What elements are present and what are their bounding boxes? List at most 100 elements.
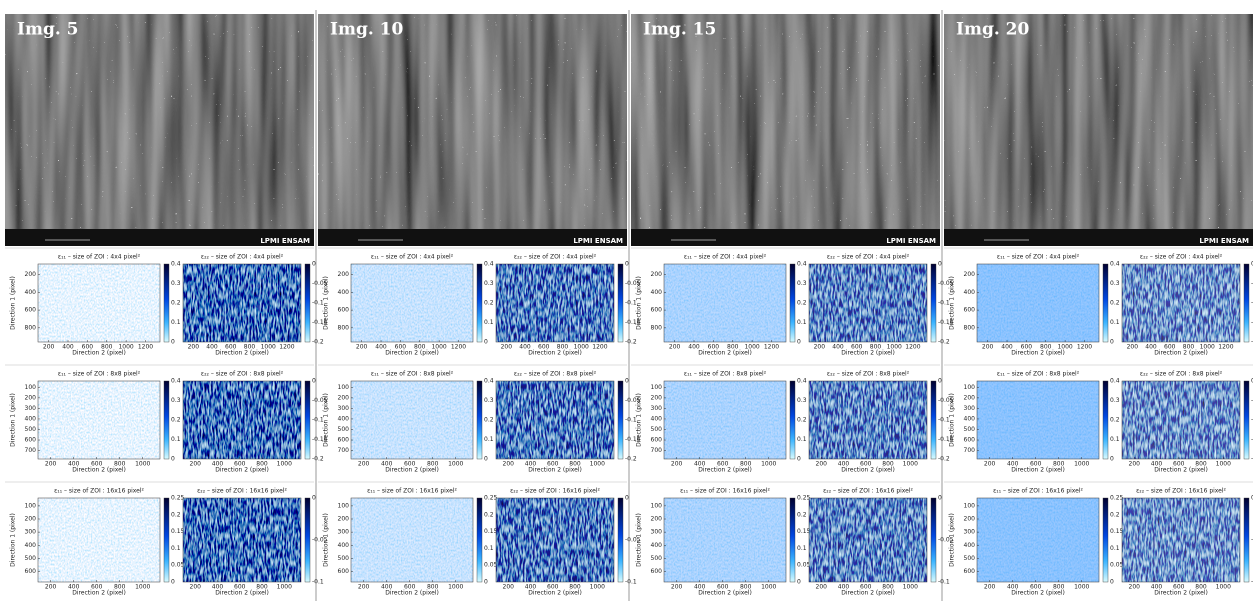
map-frame (1121, 263, 1241, 343)
colorbar-label: 0 (484, 339, 488, 346)
x-tick-label: 400 (525, 584, 537, 591)
y-tick-label: 800 (25, 324, 37, 331)
colorbar (617, 263, 624, 343)
x-tick-label: 800 (114, 461, 126, 468)
x-tick-label: 200 (356, 344, 368, 351)
y-tick-label: 300 (338, 529, 350, 536)
y-tick-label: 500 (651, 555, 663, 562)
x-tick-label: 400 (688, 344, 700, 351)
strain-map-tint (496, 381, 614, 459)
y-tick-label: 100 (338, 384, 350, 391)
y-tick-label: 600 (651, 437, 663, 444)
strain-map (496, 498, 614, 582)
colorbar-label: 0.4 (171, 261, 181, 268)
x-tick-label: 1200 (764, 344, 779, 351)
colorbar-label: -0.2 (938, 339, 950, 346)
colorbar-label: 0 (1251, 378, 1253, 385)
x-tick-label: 800 (1183, 344, 1195, 351)
colorbar-label: 0.1 (1110, 436, 1120, 443)
x-tick-label: 600 (1173, 461, 1185, 468)
y-tick-label: 200 (964, 516, 976, 523)
x-axis-label: Direction 2 (pixel) (72, 590, 126, 597)
x-tick-label: 1000 (1074, 461, 1089, 468)
strain-map (496, 264, 614, 342)
x-axis-label: Direction 2 (pixel) (528, 590, 582, 597)
y-tick-label: 400 (964, 289, 976, 296)
colorbar-label: 0.2 (797, 300, 807, 307)
x-tick-label: 800 (101, 344, 113, 351)
colorbar-label: 0.15 (797, 528, 811, 535)
colorbar-label: -0.05 (938, 280, 954, 287)
colorbar-label: 0.1 (171, 436, 181, 443)
y-tick-label: 400 (338, 542, 350, 549)
x-tick-label: 800 (244, 344, 256, 351)
map-title: ε₂₂ – size of ZOI : 4x4 pixel² (201, 254, 284, 261)
map-title: ε₂₂ – size of ZOI : 4x4 pixel² (1140, 254, 1223, 261)
x-tick-label: 200 (816, 584, 828, 591)
x-tick-label: 600 (1030, 461, 1042, 468)
x-tick-label: 600 (851, 344, 863, 351)
strain-map (1122, 264, 1240, 342)
colorbar (163, 263, 170, 343)
map-frame (350, 380, 474, 460)
map-frame (37, 263, 161, 343)
y-tick-label: 500 (964, 426, 976, 433)
colorbar-label: -0.05 (625, 537, 641, 544)
colorbar-label: 0 (484, 456, 488, 463)
colorbar (1243, 380, 1250, 460)
x-tick-label: 400 (68, 584, 80, 591)
strain-map (977, 381, 1099, 459)
colorbar (476, 497, 483, 583)
y-tick-label: 200 (964, 271, 976, 278)
colorbar (304, 497, 311, 583)
y-tick-label: 100 (338, 502, 350, 509)
x-tick-label: 1000 (135, 584, 150, 591)
strain-map (38, 381, 160, 459)
x-tick-label: 200 (814, 344, 826, 351)
x-tick-label: 200 (816, 461, 828, 468)
strain-map-tint (1122, 498, 1240, 582)
colorbar-label: 0 (484, 579, 488, 586)
x-tick-label: 1000 (574, 344, 589, 351)
colorbar-label: 0.1 (1110, 545, 1120, 552)
x-tick-label: 600 (91, 461, 103, 468)
x-tick-label: 1200 (279, 344, 294, 351)
y-tick-label: 200 (25, 394, 37, 401)
colorbar-label: -0.15 (312, 436, 328, 443)
colorbar-label: -0.15 (938, 319, 954, 326)
x-tick-label: 800 (1053, 584, 1065, 591)
y-tick-label: 400 (651, 289, 663, 296)
map-frame (976, 380, 1100, 460)
y-tick-label: 100 (964, 384, 976, 391)
x-tick-label: 200 (358, 461, 370, 468)
x-tick-label: 200 (358, 584, 370, 591)
x-axis-label: Direction 2 (pixel) (528, 467, 582, 474)
strain-map (183, 498, 301, 582)
x-tick-label: 200 (43, 344, 55, 351)
colorbar-label: 0.1 (797, 436, 807, 443)
colorbar-label: 0 (312, 378, 316, 385)
x-tick-label: 600 (234, 461, 246, 468)
colorbar-label: 0.2 (484, 417, 494, 424)
x-tick-label: 600 (404, 584, 416, 591)
map-title: ε₂₂ – size of ZOI : 8x8 pixel² (201, 371, 284, 378)
y-tick-label: 400 (25, 542, 37, 549)
sem-image (318, 14, 627, 246)
sem-info-bar (631, 229, 940, 246)
colorbar (163, 497, 170, 583)
sem-footer: LPMI ENSAM (1199, 237, 1249, 245)
x-tick-label: 400 (375, 344, 387, 351)
colorbar-label: 0.05 (171, 562, 185, 569)
y-axis-label: Direction 1 (pixel) (323, 393, 330, 447)
x-tick-label: 800 (569, 584, 581, 591)
colorbar-label: 0.2 (1110, 300, 1120, 307)
colorbar-label: 0.15 (1110, 528, 1124, 535)
y-axis-label: Direction 1 (pixel) (949, 393, 956, 447)
colorbar-label: 0.1 (1110, 319, 1120, 326)
colorbar-label: 0 (171, 579, 175, 586)
colorbar-label: 0 (312, 261, 316, 268)
x-tick-label: 1200 (905, 344, 920, 351)
colorbar-label: 0 (625, 378, 629, 385)
colorbar-label: 0.15 (171, 528, 185, 535)
colorbar-label: -0.15 (1251, 436, 1253, 443)
